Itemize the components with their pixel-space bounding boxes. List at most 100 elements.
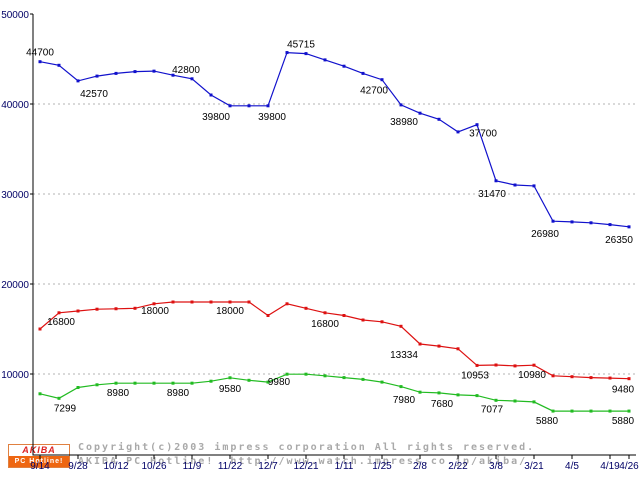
data-point-blue-high bbox=[437, 117, 441, 121]
data-point-red-mid bbox=[266, 314, 270, 317]
data-point-red-mid bbox=[228, 300, 232, 304]
x-tick-label: 10/26 bbox=[141, 461, 166, 472]
data-point-blue-high bbox=[285, 51, 289, 55]
data-point-red-mid bbox=[475, 363, 479, 367]
point-label: 42700 bbox=[360, 86, 388, 97]
data-point-blue-high bbox=[570, 220, 574, 224]
x-tick-label: 1/25 bbox=[372, 461, 392, 472]
x-tick-label: 1/11 bbox=[335, 461, 354, 472]
point-label: 42570 bbox=[80, 89, 108, 100]
x-tick-label: 4/26 bbox=[619, 461, 639, 472]
point-label: 45715 bbox=[287, 40, 315, 51]
point-label: 16800 bbox=[47, 317, 75, 328]
data-point-green-low bbox=[285, 372, 289, 376]
data-point-green-low bbox=[133, 381, 137, 385]
x-tick-label: 2/22 bbox=[448, 461, 468, 472]
point-label: 18000 bbox=[141, 306, 169, 317]
point-label: 7299 bbox=[54, 403, 77, 414]
data-point-red-mid bbox=[380, 320, 384, 324]
data-point-green-low bbox=[342, 376, 346, 380]
series-green-low-line bbox=[39, 373, 629, 412]
data-point-green-low bbox=[76, 386, 80, 389]
series-blue-high-line bbox=[39, 51, 630, 228]
point-label: 26980 bbox=[531, 229, 559, 240]
data-point-green-low bbox=[551, 409, 555, 413]
point-label: 9480 bbox=[612, 385, 635, 396]
data-point-red-mid bbox=[494, 363, 498, 367]
data-point-blue-high bbox=[57, 63, 61, 67]
x-tick-label: 11/9 bbox=[183, 461, 202, 472]
data-point-blue-high bbox=[589, 221, 593, 225]
data-point-blue-high bbox=[475, 123, 479, 127]
data-point-green-low bbox=[304, 372, 308, 376]
data-point-green-low bbox=[114, 381, 118, 385]
data-point-red-mid bbox=[437, 344, 441, 348]
data-point-red-mid bbox=[152, 302, 156, 306]
data-point-red-mid bbox=[247, 300, 251, 304]
akiba-logo-title: AKIBA bbox=[9, 445, 69, 456]
data-point-blue-high bbox=[190, 77, 194, 81]
x-tick-label: 2/8 bbox=[413, 461, 427, 472]
point-label: 7680 bbox=[431, 399, 454, 410]
data-point-green-low bbox=[475, 394, 479, 398]
data-point-red-mid bbox=[304, 306, 308, 310]
data-point-blue-high bbox=[323, 58, 327, 62]
point-label: 7077 bbox=[481, 404, 504, 415]
point-label: 7980 bbox=[393, 395, 416, 406]
data-point-blue-high bbox=[228, 104, 232, 108]
point-label: 26350 bbox=[605, 235, 633, 246]
data-point-blue-high bbox=[608, 223, 612, 227]
data-point-red-mid bbox=[95, 307, 99, 311]
data-point-green-low bbox=[95, 383, 99, 387]
copyright-text: Copyright(c)2003 impress corporation All… bbox=[78, 442, 536, 453]
data-point-blue-high bbox=[494, 179, 498, 183]
data-point-green-low bbox=[570, 409, 574, 413]
point-label: 10953 bbox=[461, 370, 489, 381]
data-point-green-low bbox=[380, 380, 384, 384]
data-point-green-low bbox=[247, 378, 251, 382]
y-tick-label: 20000 bbox=[1, 280, 29, 291]
data-point-red-mid bbox=[342, 314, 346, 317]
data-point-green-low bbox=[266, 380, 270, 384]
point-label: 18000 bbox=[216, 306, 244, 317]
y-tick-label: 30000 bbox=[1, 190, 29, 201]
x-tick-label: 12/7 bbox=[258, 461, 278, 472]
point-label: 38980 bbox=[390, 117, 418, 128]
data-point-blue-high bbox=[627, 225, 631, 229]
data-point-blue-high bbox=[456, 130, 460, 134]
data-point-blue-high bbox=[532, 184, 536, 188]
data-point-green-low bbox=[418, 390, 422, 394]
data-point-green-low bbox=[361, 377, 365, 381]
data-point-blue-high bbox=[38, 60, 42, 64]
data-point-red-mid bbox=[608, 376, 612, 380]
akiba-logo-subtitle: PC Hotline! bbox=[9, 456, 69, 467]
x-tick-label: 4/5 bbox=[565, 461, 579, 472]
x-tick-label: 9/28 bbox=[68, 461, 88, 472]
data-point-green-low bbox=[57, 396, 61, 400]
data-point-blue-high bbox=[247, 104, 251, 108]
data-point-green-low bbox=[399, 385, 403, 389]
akiba-logo: AKIBA PC Hotline! bbox=[8, 444, 70, 468]
data-point-green-low bbox=[228, 376, 232, 380]
data-point-blue-high bbox=[133, 70, 137, 74]
data-point-green-low bbox=[209, 379, 213, 383]
data-point-green-low bbox=[456, 393, 460, 397]
point-label: 10980 bbox=[518, 370, 546, 381]
y-tick-label: 10000 bbox=[1, 370, 29, 381]
data-point-red-mid bbox=[399, 324, 403, 328]
point-label: 39800 bbox=[258, 112, 286, 123]
point-label: 44700 bbox=[26, 48, 54, 59]
data-point-red-mid bbox=[513, 364, 517, 368]
data-point-red-mid bbox=[285, 302, 289, 306]
point-label: 5880 bbox=[612, 416, 635, 427]
data-point-red-mid bbox=[57, 311, 61, 315]
data-point-green-low bbox=[152, 381, 156, 385]
x-tick-label: 9/14 bbox=[30, 461, 50, 472]
data-point-red-mid bbox=[114, 307, 118, 311]
data-point-blue-high bbox=[95, 74, 99, 78]
y-tick-label: 40000 bbox=[1, 100, 29, 111]
point-label: 8980 bbox=[107, 388, 130, 399]
x-tick-label: 3/21 bbox=[524, 461, 544, 472]
